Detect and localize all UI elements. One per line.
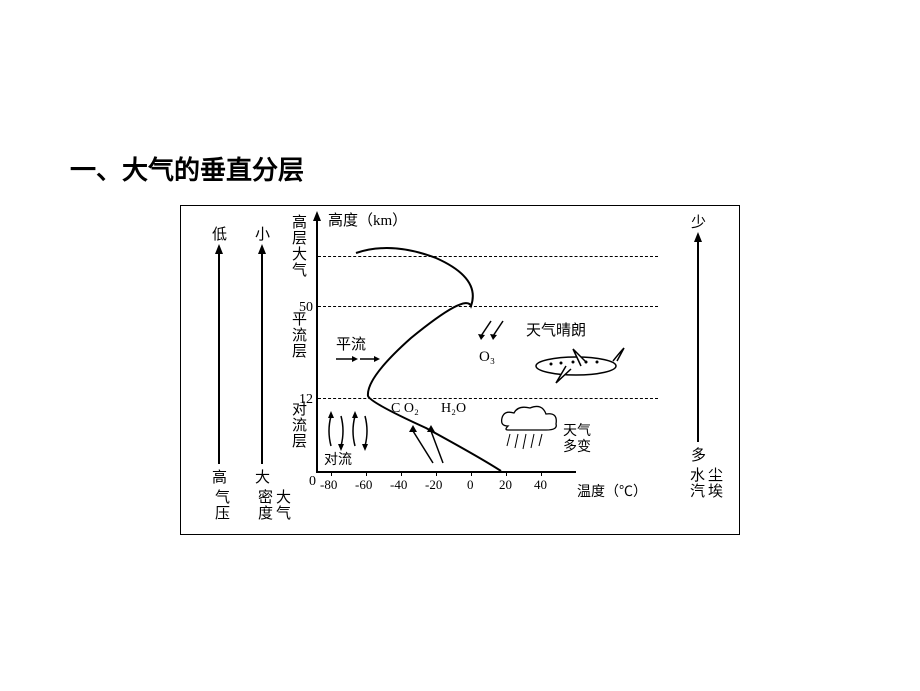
radiation-arrows-icon bbox=[403, 421, 463, 466]
xlabel-m80: -80 bbox=[320, 477, 337, 493]
convection-label: 对流 bbox=[324, 453, 352, 470]
airplane-icon bbox=[521, 341, 631, 391]
vapor-low: 少 bbox=[691, 214, 706, 232]
density-label: 大气密度 bbox=[255, 489, 291, 534]
pressure-high: 高 bbox=[212, 469, 227, 487]
layer-strat: 平流层 bbox=[289, 311, 307, 359]
o3-label: O₃ bbox=[479, 348, 495, 366]
h2o-label: H₂O bbox=[441, 401, 466, 418]
section-title: 一、大气的垂直分层 bbox=[70, 150, 304, 187]
density-big: 大 bbox=[255, 469, 270, 487]
weather-variable: 天气多变 bbox=[563, 424, 591, 456]
density-arrow-line bbox=[261, 254, 263, 464]
pressure-label: 气压 bbox=[212, 489, 230, 521]
pressure-arrow-head bbox=[215, 244, 223, 254]
ytick-50: 50 bbox=[299, 300, 313, 317]
xlabel-0: 0 bbox=[467, 477, 474, 493]
xlabel-m20: -20 bbox=[425, 477, 442, 493]
flow-arrows-icon bbox=[334, 354, 380, 368]
o3-arrows-icon bbox=[471, 318, 511, 348]
flow-horizontal-label: 平流 bbox=[336, 336, 366, 354]
ytick-0: 0 bbox=[309, 474, 316, 491]
ytick-12: 12 bbox=[299, 392, 313, 409]
xlabel-m40: -40 bbox=[390, 477, 407, 493]
xlabel-m60: -60 bbox=[355, 477, 372, 493]
dust-label: 尘埃 bbox=[705, 467, 723, 499]
vapor-arrow-head bbox=[694, 232, 702, 242]
density-small: 小 bbox=[255, 226, 270, 244]
vapor-high: 多 bbox=[691, 447, 706, 465]
xlabel-40: 40 bbox=[534, 477, 547, 493]
convection-loops-icon bbox=[321, 406, 377, 452]
atmosphere-diagram: 低 高 气压 小 大 大气密度 高层大气 平流层 对流层 高度（km） 0 12… bbox=[180, 205, 740, 535]
cloud-rain-icon bbox=[496, 404, 562, 459]
vapor-label: 水汽 bbox=[687, 467, 705, 499]
density-arrow-head bbox=[258, 244, 266, 254]
x-axis-label: 温度（℃） bbox=[577, 485, 647, 502]
weather-clear: 天气晴朗 bbox=[526, 322, 586, 340]
pressure-low: 低 bbox=[212, 226, 227, 244]
layer-upper: 高层大气 bbox=[289, 214, 307, 278]
xlabel-20: 20 bbox=[499, 477, 512, 493]
pressure-arrow-line bbox=[218, 254, 220, 464]
vapor-arrow-line bbox=[697, 242, 699, 442]
co2-label: C O₂ bbox=[391, 401, 419, 418]
